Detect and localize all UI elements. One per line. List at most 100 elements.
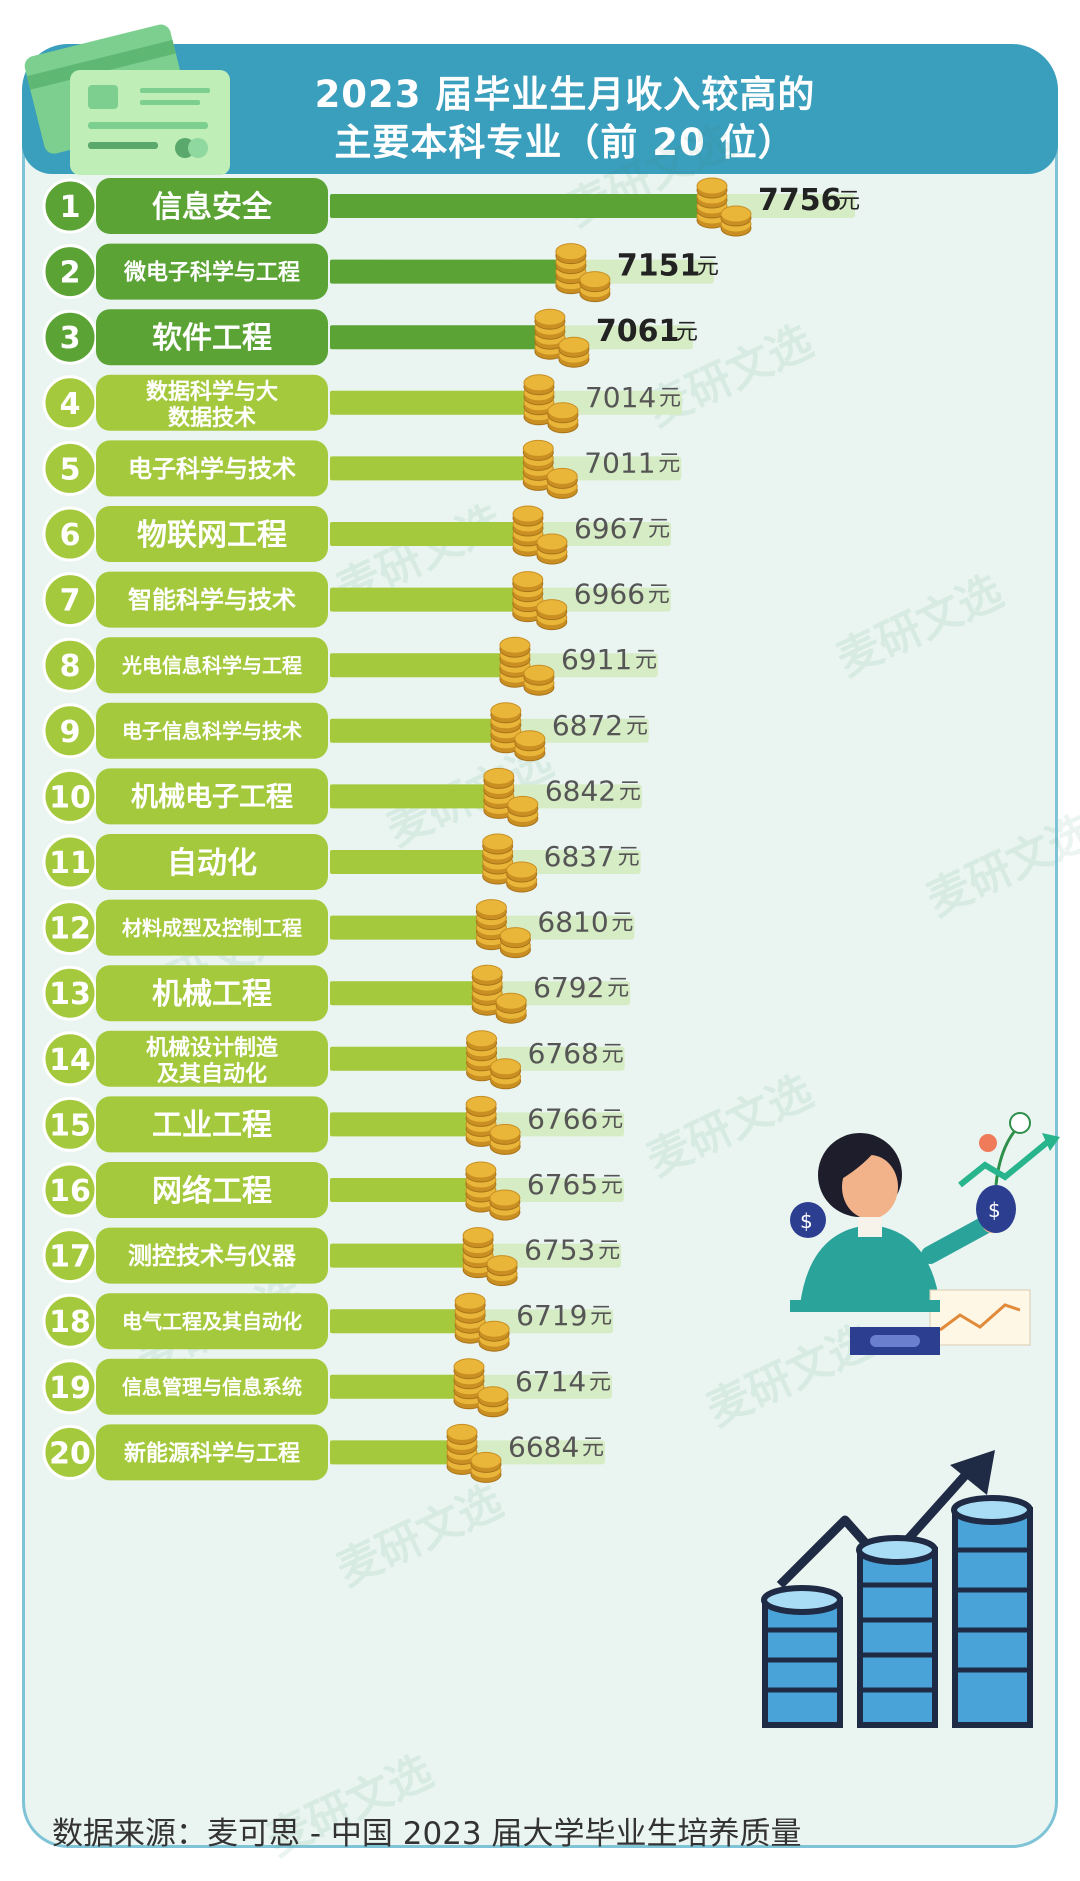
coin <box>466 1030 498 1048</box>
growth-chart-illustration <box>761 1450 1033 1728</box>
value-label: 6684 <box>508 1430 579 1463</box>
rank-label: 1 <box>60 190 81 225</box>
coin <box>720 205 752 223</box>
coin <box>489 1123 521 1141</box>
bar <box>330 1440 470 1465</box>
major-label-pill <box>96 571 328 628</box>
rank-label: 16 <box>49 1174 91 1209</box>
svg-text:$: $ <box>988 1198 1001 1222</box>
bar-row: 8 光电信息科学与工程 6911 元 <box>42 636 658 696</box>
unit-label: 元 <box>658 451 680 476</box>
unit-label: 元 <box>611 911 633 936</box>
value-label: 6719 <box>516 1299 587 1332</box>
major-label: 数据科学与大 <box>146 379 278 405</box>
value-label: 6872 <box>552 709 623 742</box>
value-label: 6765 <box>527 1168 598 1201</box>
unit-label: 元 <box>601 1173 623 1198</box>
bar-row: 6 物联网工程 6967 元 <box>42 505 671 565</box>
coin <box>499 636 531 654</box>
unit-label: 元 <box>602 1042 624 1067</box>
bar <box>330 1243 487 1268</box>
major-label: 机械电子工程 <box>131 782 293 813</box>
coin <box>512 505 544 523</box>
value-label: 7061 <box>596 314 680 349</box>
bar <box>330 784 507 809</box>
major-label: 机械设计制造 <box>146 1036 278 1061</box>
major-label: 电子科学与技术 <box>128 455 296 483</box>
rank-label: 2 <box>60 256 81 291</box>
rank-label: 10 <box>49 780 91 815</box>
value-label: 7756 <box>758 183 842 218</box>
coin <box>579 271 611 289</box>
credit-card-icon <box>24 24 230 175</box>
coin <box>558 336 590 354</box>
bar-row: 5 电子科学与技术 7011 元 <box>42 439 682 499</box>
value-label: 6753 <box>524 1234 595 1267</box>
value-label: 6792 <box>533 971 604 1004</box>
bar-row: 18 电气工程及其自动化 6719 元 <box>42 1292 614 1352</box>
chart-title-line2: 主要本科专业（前 20 位） <box>334 121 796 164</box>
major-label: 软件工程 <box>152 321 272 356</box>
bar <box>330 1112 490 1137</box>
value-label: 6766 <box>527 1102 598 1135</box>
coin <box>490 702 522 720</box>
major-label-pill <box>96 1162 328 1218</box>
rank-label: 3 <box>60 321 81 356</box>
major-label-pill <box>96 506 328 562</box>
rank-label: 9 <box>60 715 81 750</box>
major-label-pill <box>96 1227 328 1284</box>
person-with-money-illustration: $ $ <box>790 1112 1060 1355</box>
rank-label: 5 <box>60 452 81 487</box>
coin <box>506 861 538 879</box>
coin <box>507 795 539 813</box>
major-label: 信息管理与信息系统 <box>122 1375 302 1399</box>
major-label-pill <box>96 834 328 890</box>
value-label: 7151 <box>617 249 701 284</box>
unit-label: 元 <box>626 714 648 739</box>
major-label-pill <box>96 1358 328 1415</box>
bar <box>330 653 523 678</box>
bar <box>330 587 536 612</box>
rank-label: 8 <box>60 649 81 684</box>
bar <box>330 1374 477 1399</box>
major-label: 新能源科学与工程 <box>124 1440 300 1466</box>
bar <box>330 1309 479 1334</box>
bar <box>330 1046 490 1071</box>
bar <box>330 915 500 940</box>
major-label-pill <box>96 1030 328 1087</box>
bar <box>330 456 547 481</box>
major-label-pill <box>96 178 328 234</box>
bar-row: 20 新能源科学与工程 6684 元 <box>42 1423 605 1483</box>
value-label: 6967 <box>574 512 645 545</box>
coin <box>486 1255 518 1273</box>
coin <box>536 533 568 551</box>
major-label: 材料成型及控制工程 <box>122 916 302 940</box>
major-label: 及其自动化 <box>157 1061 267 1087</box>
unit-label: 元 <box>635 648 657 673</box>
major-label: 光电信息科学与工程 <box>121 653 302 677</box>
major-label: 信息安全 <box>152 190 273 225</box>
unit-label: 元 <box>648 517 670 542</box>
unit-label: 元 <box>589 1370 611 1395</box>
rank-label: 19 <box>49 1371 91 1406</box>
coin <box>555 243 587 261</box>
bar-row: 19 信息管理与信息系统 6714 元 <box>42 1358 612 1418</box>
value-label: 6842 <box>545 774 616 807</box>
rank-label: 15 <box>49 1108 91 1143</box>
rank-label: 6 <box>60 518 81 553</box>
bar-row: 12 材料成型及控制工程 6810 元 <box>42 899 635 959</box>
rank-label: 7 <box>60 584 81 619</box>
data-stack-tall <box>951 1495 1033 1728</box>
bar-row: 7 智能科学与技术 6966 元 <box>42 571 671 631</box>
data-source-note: 数据来源：麦可思 - 中国 2023 届大学毕业生培养质量 <box>52 1816 802 1852</box>
coin <box>483 767 515 785</box>
rank-label: 17 <box>49 1240 91 1275</box>
major-label: 物联网工程 <box>137 518 287 553</box>
bar-row: 16 网络工程 6765 元 <box>42 1161 624 1221</box>
major-label-pill <box>96 309 328 366</box>
coin <box>514 730 546 748</box>
major-label: 自动化 <box>167 846 257 881</box>
bar-row: 11 自动化 6837 元 <box>42 833 641 893</box>
